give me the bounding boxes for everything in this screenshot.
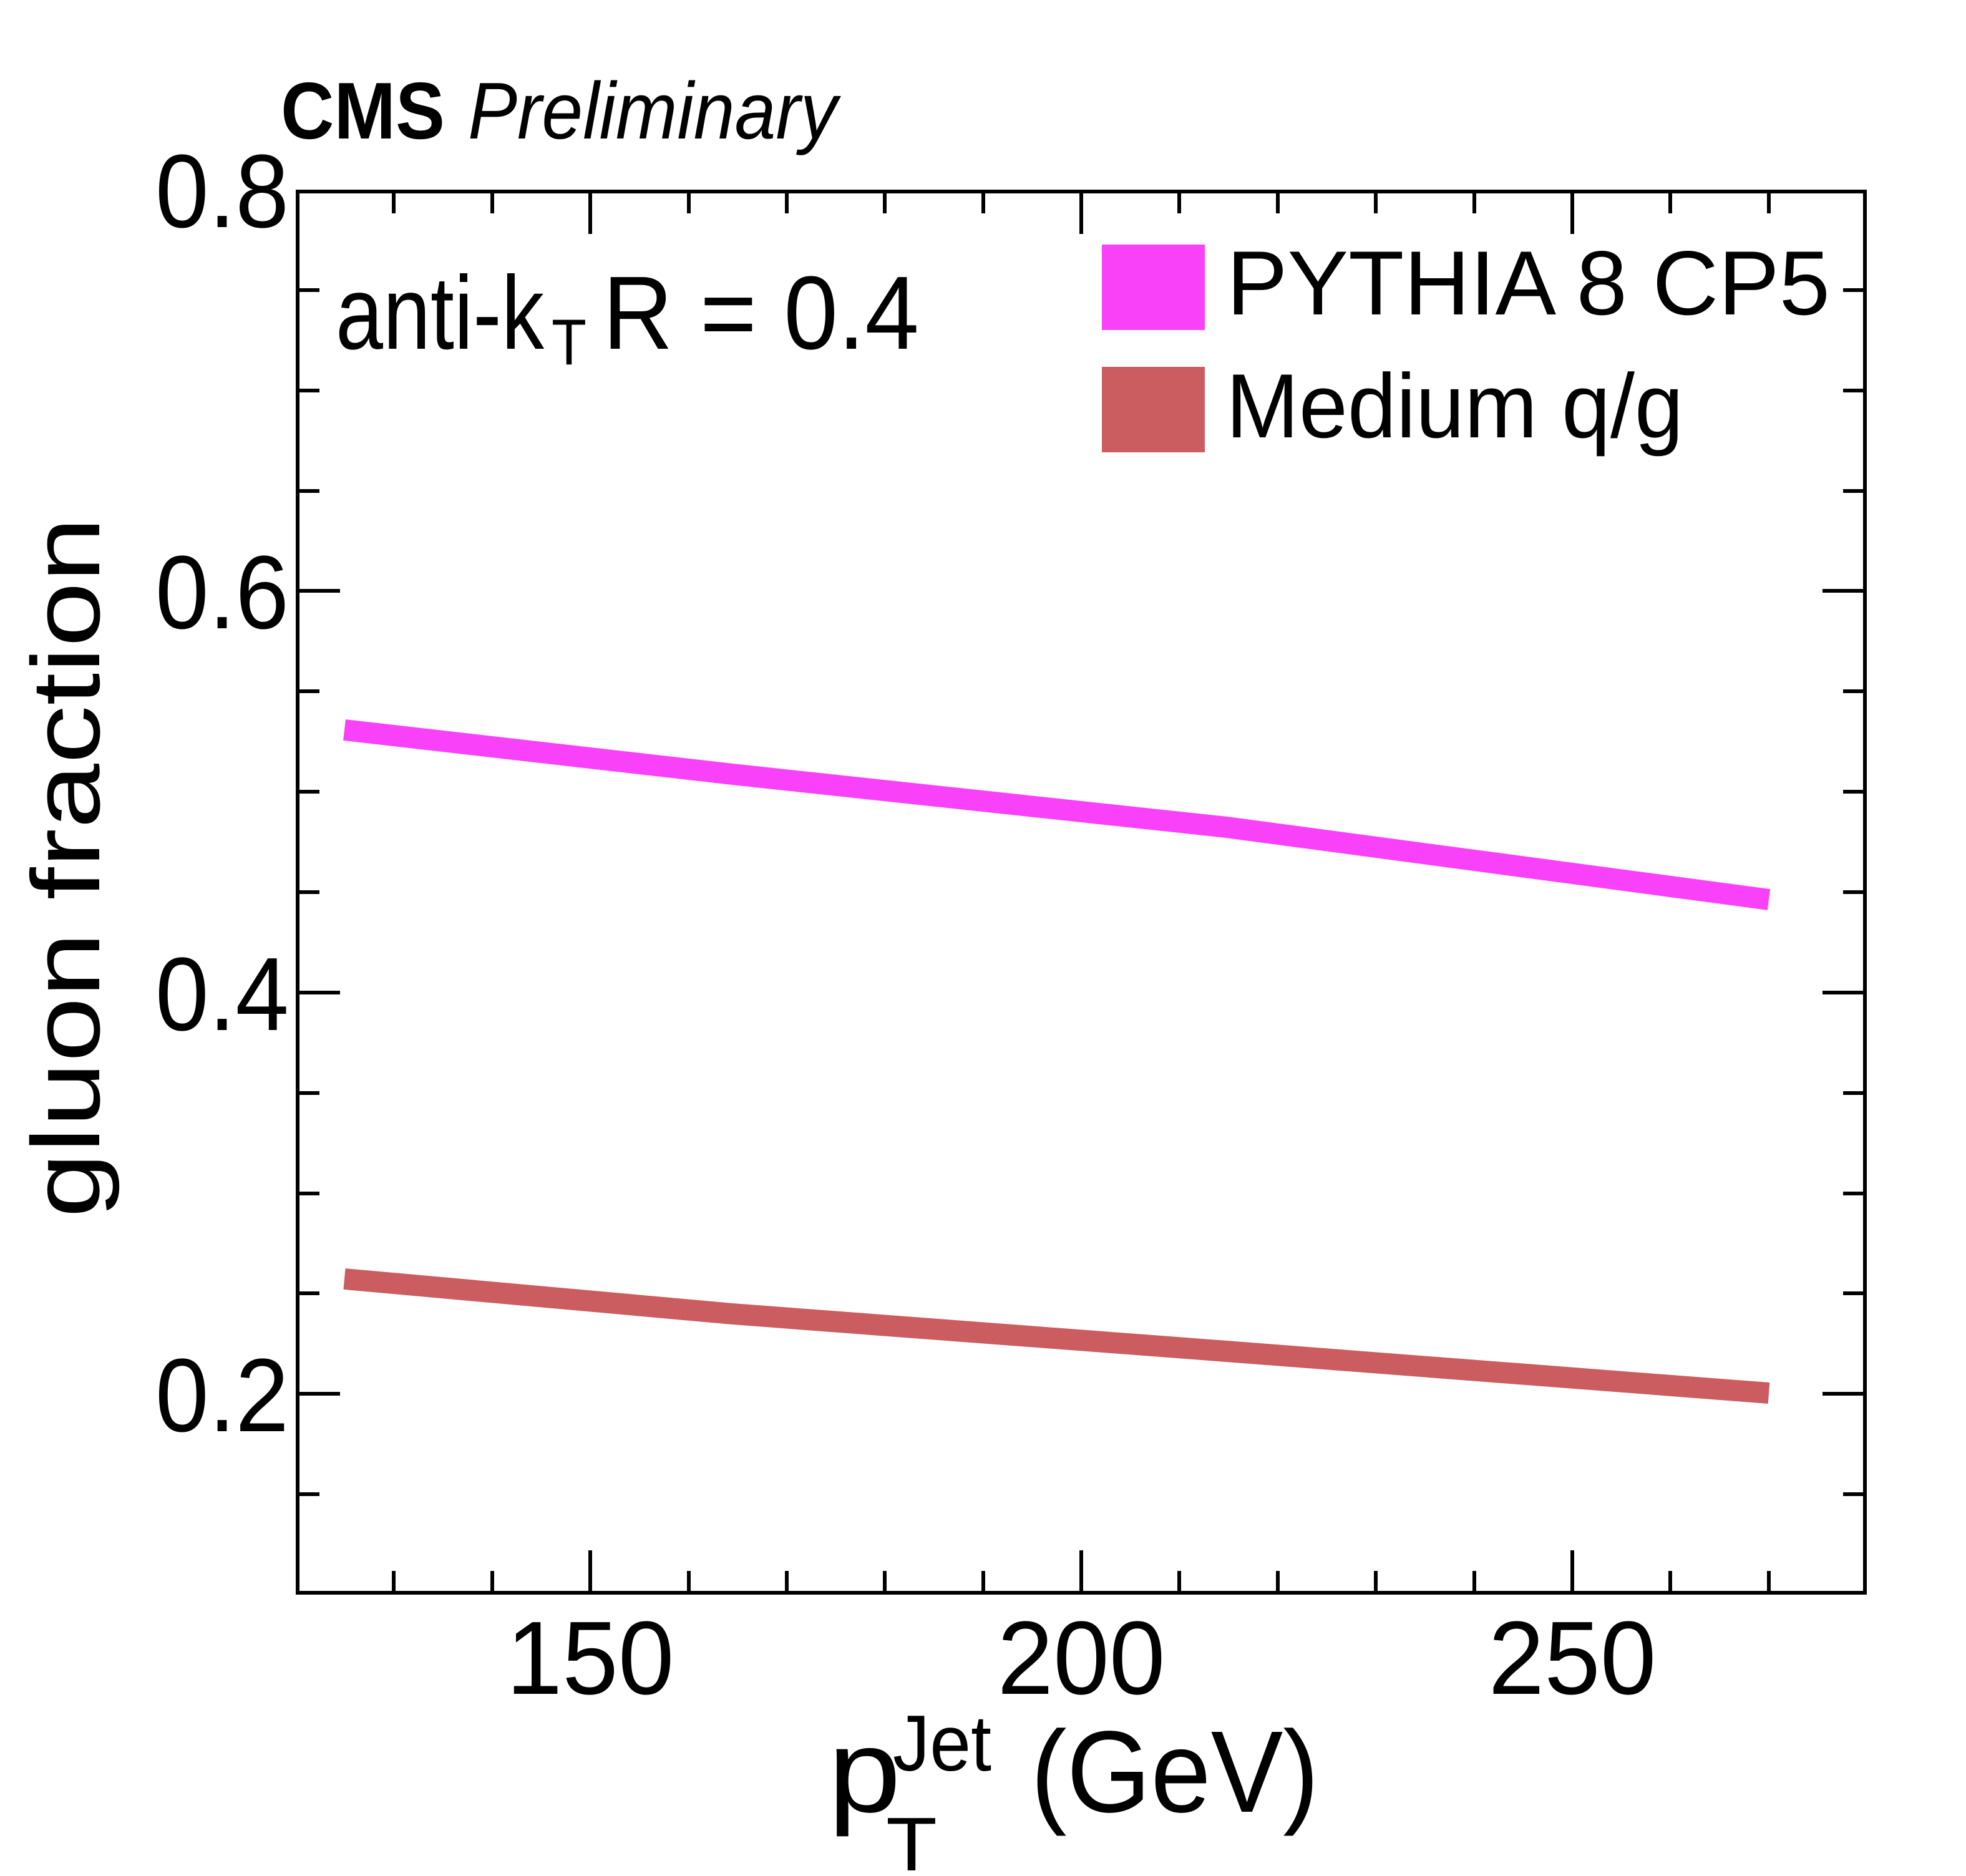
svg-text:200: 200 [998,1600,1165,1716]
svg-text:0.8: 0.8 [155,134,289,250]
svg-text:gluon fraction: gluon fraction [12,517,120,1218]
svg-text:T: T [552,306,586,379]
svg-text:anti-k: anti-k [336,255,544,371]
svg-text:0.4: 0.4 [155,936,289,1052]
svg-text:CMS: CMS [281,66,445,156]
svg-text:150: 150 [507,1600,674,1716]
svg-text:PYTHIA 8 CP5: PYTHIA 8 CP5 [1227,232,1830,334]
svg-text:250: 250 [1489,1600,1657,1716]
svg-text:T: T [886,1802,937,1876]
svg-text:R = 0.4: R = 0.4 [603,255,919,371]
svg-text:p: p [828,1705,901,1837]
svg-text:Preliminary: Preliminary [468,66,841,156]
svg-text:0.6: 0.6 [155,535,289,651]
svg-text:(GeV): (GeV) [1031,1708,1319,1837]
svg-text:Medium q/g: Medium q/g [1226,355,1683,457]
svg-text:0.2: 0.2 [155,1338,289,1454]
svg-text:Jet: Jet [893,1699,991,1787]
